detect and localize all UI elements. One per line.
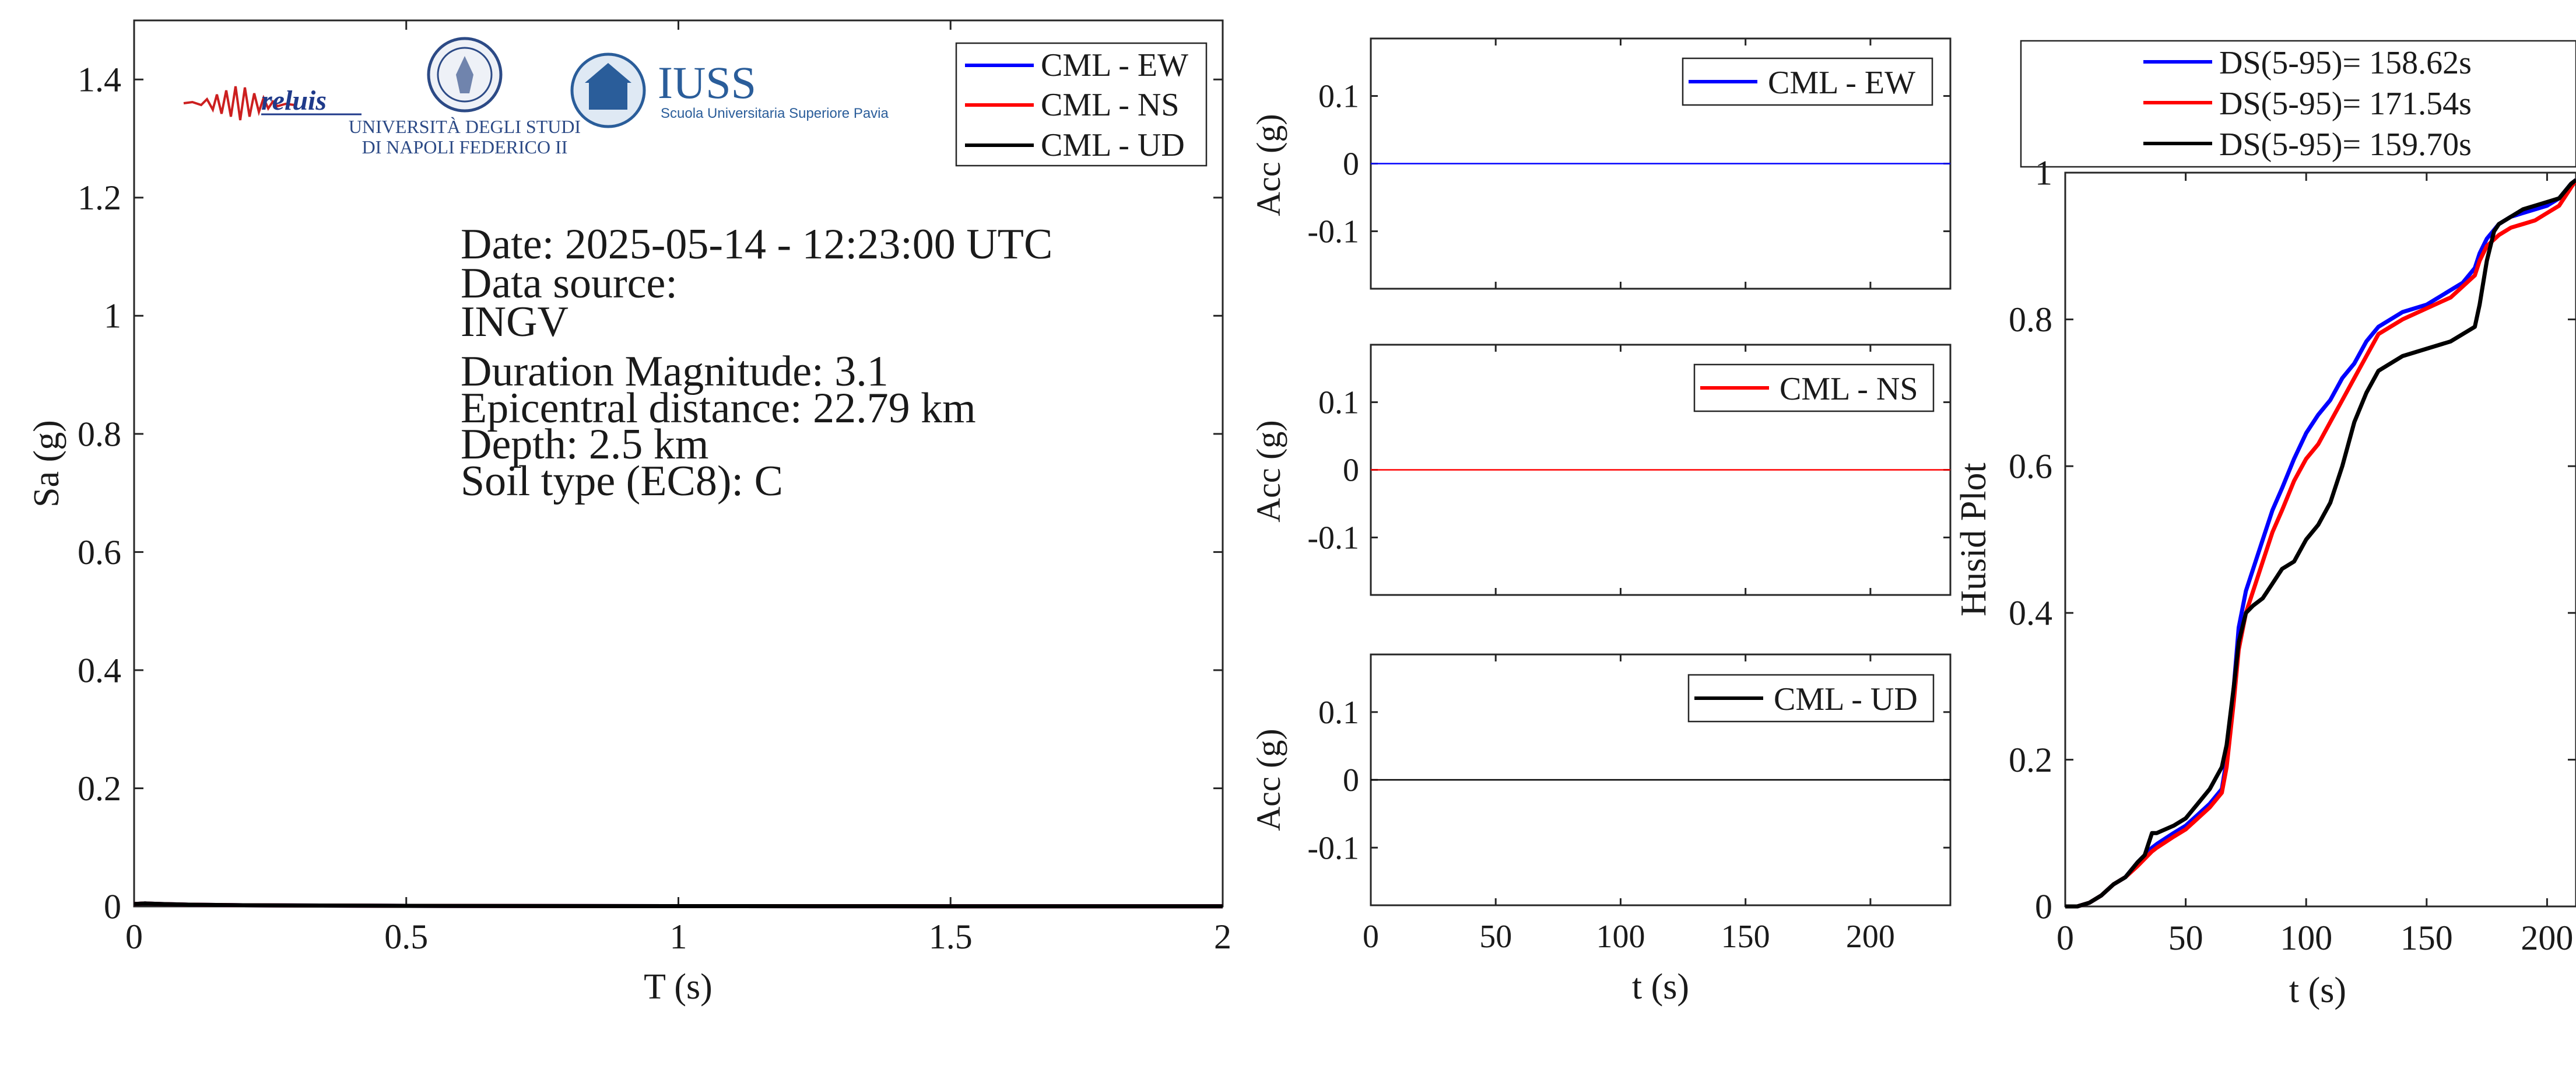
husid-x-tick-label: 200 [2521, 919, 2573, 957]
acc-ud-panel: 0 50 100 150 200 0.1 0 -0.1 Acc (g) t (s) CML -… [1250, 653, 1952, 1007]
spectrum-y-tick-label: 1 [104, 297, 121, 335]
spectrum-y-axis-label: Sa (g) [27, 420, 66, 507]
iuss-logo: IUSS Scuola Universitaria Superiore Pavi… [570, 52, 889, 128]
acc-ew-panel: 0.1 0 -0.1 Acc (g) CML - EW [1250, 37, 1952, 290]
legend-label-ns: CML - NS [1041, 87, 1180, 123]
acc-ns-axes: 0.1 0 -0.1 [1307, 345, 1950, 595]
spectrum-y-tick-label: 0.4 [78, 651, 121, 689]
husid-x-tick-label: 100 [2280, 919, 2332, 957]
spectrum-y-tick-label: 0.8 [78, 415, 121, 453]
data-source-label: Data source: [461, 260, 678, 307]
iuss-emblem-roof [585, 63, 631, 83]
husid-series-group [2065, 178, 2576, 909]
iuss-logo-title: IUSS [658, 57, 756, 108]
husid-x-tick-label: 0 [2056, 919, 2074, 957]
acc-ud-x-tick-label: 200 [1846, 919, 1895, 955]
husid-panel: DS(5-95)= 158.62s DS(5-95)= 171.54s DS(5… [1954, 40, 2576, 1010]
acc-ud-y-tick-label: -0.1 [1307, 830, 1359, 866]
unina-logo-line1: UNIVERSITÀ DEGLI STUDI [349, 116, 581, 137]
acc-ns-y-tick-label: 0 [1343, 453, 1359, 489]
data-source-value: INGV [461, 298, 568, 346]
husid-legend-label-ud: DS(5-95)= 159.70s [2219, 127, 2472, 163]
spectrum-axes: 0 0.5 1 1.5 2 0 0.2 0.4 0.6 0.8 1 1.2 1.4 [78, 20, 1231, 956]
event-info-block: Date: 2025-05-14 - 12:23:00 UTC Data sou… [461, 220, 1052, 505]
duration-magnitude: Duration Magnitude: 3.1 [461, 348, 889, 395]
acc-ns-y-tick-label: 0.1 [1318, 385, 1359, 421]
acc-ud-y-tick-label: 0 [1343, 762, 1359, 799]
acc-ew-y-tick-label: -0.1 [1307, 213, 1359, 250]
acc-ew-y-tick-label: 0 [1343, 146, 1359, 183]
acc-ew-axes: 0.1 0 -0.1 [1307, 38, 1950, 289]
husid-legend-label-ew: DS(5-95)= 158.62s [2219, 45, 2472, 81]
iuss-logo-subtitle: Scuola Universitaria Superiore Pavia [661, 106, 889, 121]
spectrum-x-tick-label: 1 [670, 918, 687, 956]
hypocentral-depth: Depth: 2.5 km [461, 421, 708, 468]
unina-seal-inner-ring [437, 47, 493, 103]
spectrum-y-tick-label: 0.6 [78, 533, 121, 572]
iuss-emblem-building [589, 82, 627, 110]
spectrum-plot-frame [133, 19, 1224, 908]
acc-ew-y-axis-label: Acc (g) [1250, 114, 1287, 216]
husid-series-line-2 [2065, 178, 2576, 909]
husid-legend-box [2020, 40, 2576, 168]
acc-ud-x-tick-label: 50 [1479, 919, 1512, 955]
husid-legend-label-ns: DS(5-95)= 171.54s [2219, 86, 2472, 122]
acc-ew-legend-label: CML - EW [1768, 65, 1915, 101]
spectrum-x-tick-label: 1.5 [929, 918, 973, 956]
acc-ud-legend-label: CML - UD [1774, 681, 1918, 717]
event-date: Date: 2025-05-14 - 12:23:00 UTC [461, 220, 1052, 268]
husid-y-axis-label: Husid Plot [1954, 463, 1994, 617]
husid-y-tick-label: 1 [2035, 153, 2052, 192]
acc-ud-y-tick-label: 0.1 [1318, 695, 1359, 731]
acc-ew-y-tick-label: 0.1 [1318, 79, 1359, 115]
acc-ud-y-axis-label: Acc (g) [1250, 729, 1287, 831]
husid-y-tick-label: 0.6 [2009, 447, 2052, 486]
acc-ud-x-tick-label: 100 [1596, 919, 1645, 955]
husid-axes: 0 50 100 150 200 0 0.2 0.4 0.6 0.8 1 [2009, 153, 2576, 957]
spectrum-series-line-2 [134, 901, 1223, 909]
epicentral-distance: Epicentral distance: 22.79 km [461, 384, 976, 432]
spectrum-legend: CML - EW CML - NS CML - UD [955, 42, 1208, 167]
unina-seal-figure [456, 56, 473, 93]
spectrum-series-group [134, 901, 1223, 909]
husid-x-axis-label: t (s) [2289, 971, 2346, 1010]
husid-y-tick-label: 0 [2035, 887, 2052, 926]
husid-x-tick-label: 150 [2400, 919, 2453, 957]
husid-x-tick-label: 50 [2168, 919, 2203, 957]
acc-ns-y-tick-label: -0.1 [1307, 520, 1359, 556]
acc-ud-x-tick-label: 150 [1721, 919, 1770, 955]
spectrum-x-tick-label: 0.5 [384, 918, 428, 956]
acc-ud-x-tick-label: 0 [1363, 919, 1379, 955]
legend-label-ew: CML - EW [1041, 47, 1188, 83]
husid-y-tick-label: 0.8 [2009, 300, 2052, 339]
acc-ns-y-axis-label: Acc (g) [1250, 420, 1287, 523]
husid-y-tick-label: 0.4 [2009, 594, 2052, 632]
spectrum-y-tick-label: 0.2 [78, 769, 121, 808]
spectrum-x-tick-label: 2 [1214, 918, 1231, 956]
spectrum-panel: 0 0.5 1 1.5 2 0 0.2 0.4 0.6 0.8 1 1.2 1.4 T (s) Sa (… [27, 19, 1231, 1007]
acc-ns-legend-label: CML - NS [1780, 371, 1918, 407]
spectrum-y-tick-label: 1.2 [78, 178, 121, 217]
legend-label-ud: CML - UD [1041, 127, 1185, 163]
soil-type: Soil type (EC8): C [461, 457, 783, 505]
husid-plot-frame [2064, 171, 2576, 908]
acc-ud-axes: 0 50 100 150 200 0.1 0 -0.1 [1307, 654, 1950, 955]
spectrum-x-axis-label: T (s) [644, 967, 713, 1007]
spectrum-y-tick-label: 1.4 [78, 61, 121, 99]
seismogram-icon [183, 86, 295, 121]
acc-ud-x-axis-label: t (s) [1632, 967, 1689, 1007]
unina-logo-line2: DI NAPOLI FEDERICO II [362, 136, 568, 157]
reluis-logo-text: reluis [261, 85, 327, 116]
spectrum-x-tick-label: 0 [125, 918, 143, 956]
acc-ns-panel: 0.1 0 -0.1 Acc (g) CML - NS [1250, 344, 1952, 596]
unina-logo: UNIVERSITÀ DEGLI STUDI DI NAPOLI FEDERIC… [349, 37, 581, 157]
spectrum-y-tick-label: 0 [104, 887, 121, 926]
reluis-logo: reluis [183, 85, 362, 121]
husid-y-tick-label: 0.2 [2009, 741, 2052, 779]
